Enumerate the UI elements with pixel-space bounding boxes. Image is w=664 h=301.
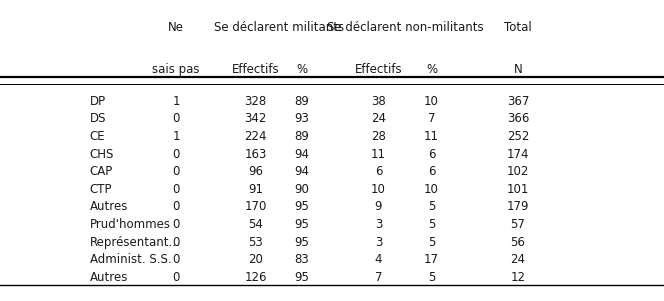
Text: Ne: Ne (168, 21, 184, 34)
Text: 342: 342 (244, 112, 267, 126)
Text: 9: 9 (374, 200, 382, 213)
Text: 6: 6 (428, 165, 436, 178)
Text: Effectifs: Effectifs (355, 63, 402, 76)
Text: N: N (513, 63, 523, 76)
Text: Effectifs: Effectifs (232, 63, 280, 76)
Text: 53: 53 (248, 236, 263, 249)
Text: 24: 24 (511, 253, 525, 266)
Text: sais pas: sais pas (152, 63, 200, 76)
Text: Administ. S.S.: Administ. S.S. (90, 253, 171, 266)
Text: 11: 11 (424, 130, 439, 143)
Text: Se déclarent non-militants: Se déclarent non-militants (327, 21, 483, 34)
Text: 28: 28 (371, 130, 386, 143)
Text: CHS: CHS (90, 147, 114, 161)
Text: 24: 24 (371, 112, 386, 126)
Text: 6: 6 (374, 165, 382, 178)
Text: Représentant...: Représentant... (90, 236, 181, 249)
Text: 20: 20 (248, 253, 263, 266)
Text: 170: 170 (244, 200, 267, 213)
Text: Autres: Autres (90, 200, 128, 213)
Text: 0: 0 (172, 112, 180, 126)
Text: 163: 163 (244, 147, 267, 161)
Text: 54: 54 (248, 218, 263, 231)
Text: %: % (297, 63, 307, 76)
Text: 7: 7 (428, 112, 436, 126)
Text: 95: 95 (295, 218, 309, 231)
Text: 174: 174 (507, 147, 529, 161)
Text: 38: 38 (371, 95, 386, 108)
Text: 89: 89 (295, 130, 309, 143)
Text: DS: DS (90, 112, 106, 126)
Text: 95: 95 (295, 236, 309, 249)
Text: 10: 10 (424, 95, 439, 108)
Text: 10: 10 (424, 183, 439, 196)
Text: 101: 101 (507, 183, 529, 196)
Text: DP: DP (90, 95, 106, 108)
Text: 102: 102 (507, 165, 529, 178)
Text: 83: 83 (295, 253, 309, 266)
Text: 11: 11 (371, 147, 386, 161)
Text: Prud'hommes: Prud'hommes (90, 218, 171, 231)
Text: 5: 5 (428, 236, 436, 249)
Text: 93: 93 (295, 112, 309, 126)
Text: CTP: CTP (90, 183, 112, 196)
Text: 1: 1 (172, 95, 180, 108)
Text: 5: 5 (428, 271, 436, 284)
Text: 0: 0 (172, 200, 180, 213)
Text: CE: CE (90, 130, 106, 143)
Text: 0: 0 (172, 218, 180, 231)
Text: 12: 12 (511, 271, 525, 284)
Text: 95: 95 (295, 271, 309, 284)
Text: 0: 0 (172, 271, 180, 284)
Text: 3: 3 (374, 236, 382, 249)
Text: 56: 56 (511, 236, 525, 249)
Text: 252: 252 (507, 130, 529, 143)
Text: Autres: Autres (90, 271, 128, 284)
Text: Total: Total (504, 21, 532, 34)
Text: 7: 7 (374, 271, 382, 284)
Text: 17: 17 (424, 253, 439, 266)
Text: 57: 57 (511, 218, 525, 231)
Text: 94: 94 (295, 165, 309, 178)
Text: 126: 126 (244, 271, 267, 284)
Text: 90: 90 (295, 183, 309, 196)
Text: 91: 91 (248, 183, 263, 196)
Text: 4: 4 (374, 253, 382, 266)
Text: 6: 6 (428, 147, 436, 161)
Text: %: % (426, 63, 437, 76)
Text: 0: 0 (172, 253, 180, 266)
Text: 96: 96 (248, 165, 263, 178)
Text: 0: 0 (172, 183, 180, 196)
Text: 366: 366 (507, 112, 529, 126)
Text: 95: 95 (295, 200, 309, 213)
Text: 89: 89 (295, 95, 309, 108)
Text: CAP: CAP (90, 165, 113, 178)
Text: 328: 328 (244, 95, 267, 108)
Text: 5: 5 (428, 218, 436, 231)
Text: 10: 10 (371, 183, 386, 196)
Text: 3: 3 (374, 218, 382, 231)
Text: 1: 1 (172, 130, 180, 143)
Text: 179: 179 (507, 200, 529, 213)
Text: 224: 224 (244, 130, 267, 143)
Text: 0: 0 (172, 236, 180, 249)
Text: 5: 5 (428, 200, 436, 213)
Text: 94: 94 (295, 147, 309, 161)
Text: 0: 0 (172, 147, 180, 161)
Text: 367: 367 (507, 95, 529, 108)
Text: Se déclarent militants: Se déclarent militants (214, 21, 344, 34)
Text: 0: 0 (172, 165, 180, 178)
